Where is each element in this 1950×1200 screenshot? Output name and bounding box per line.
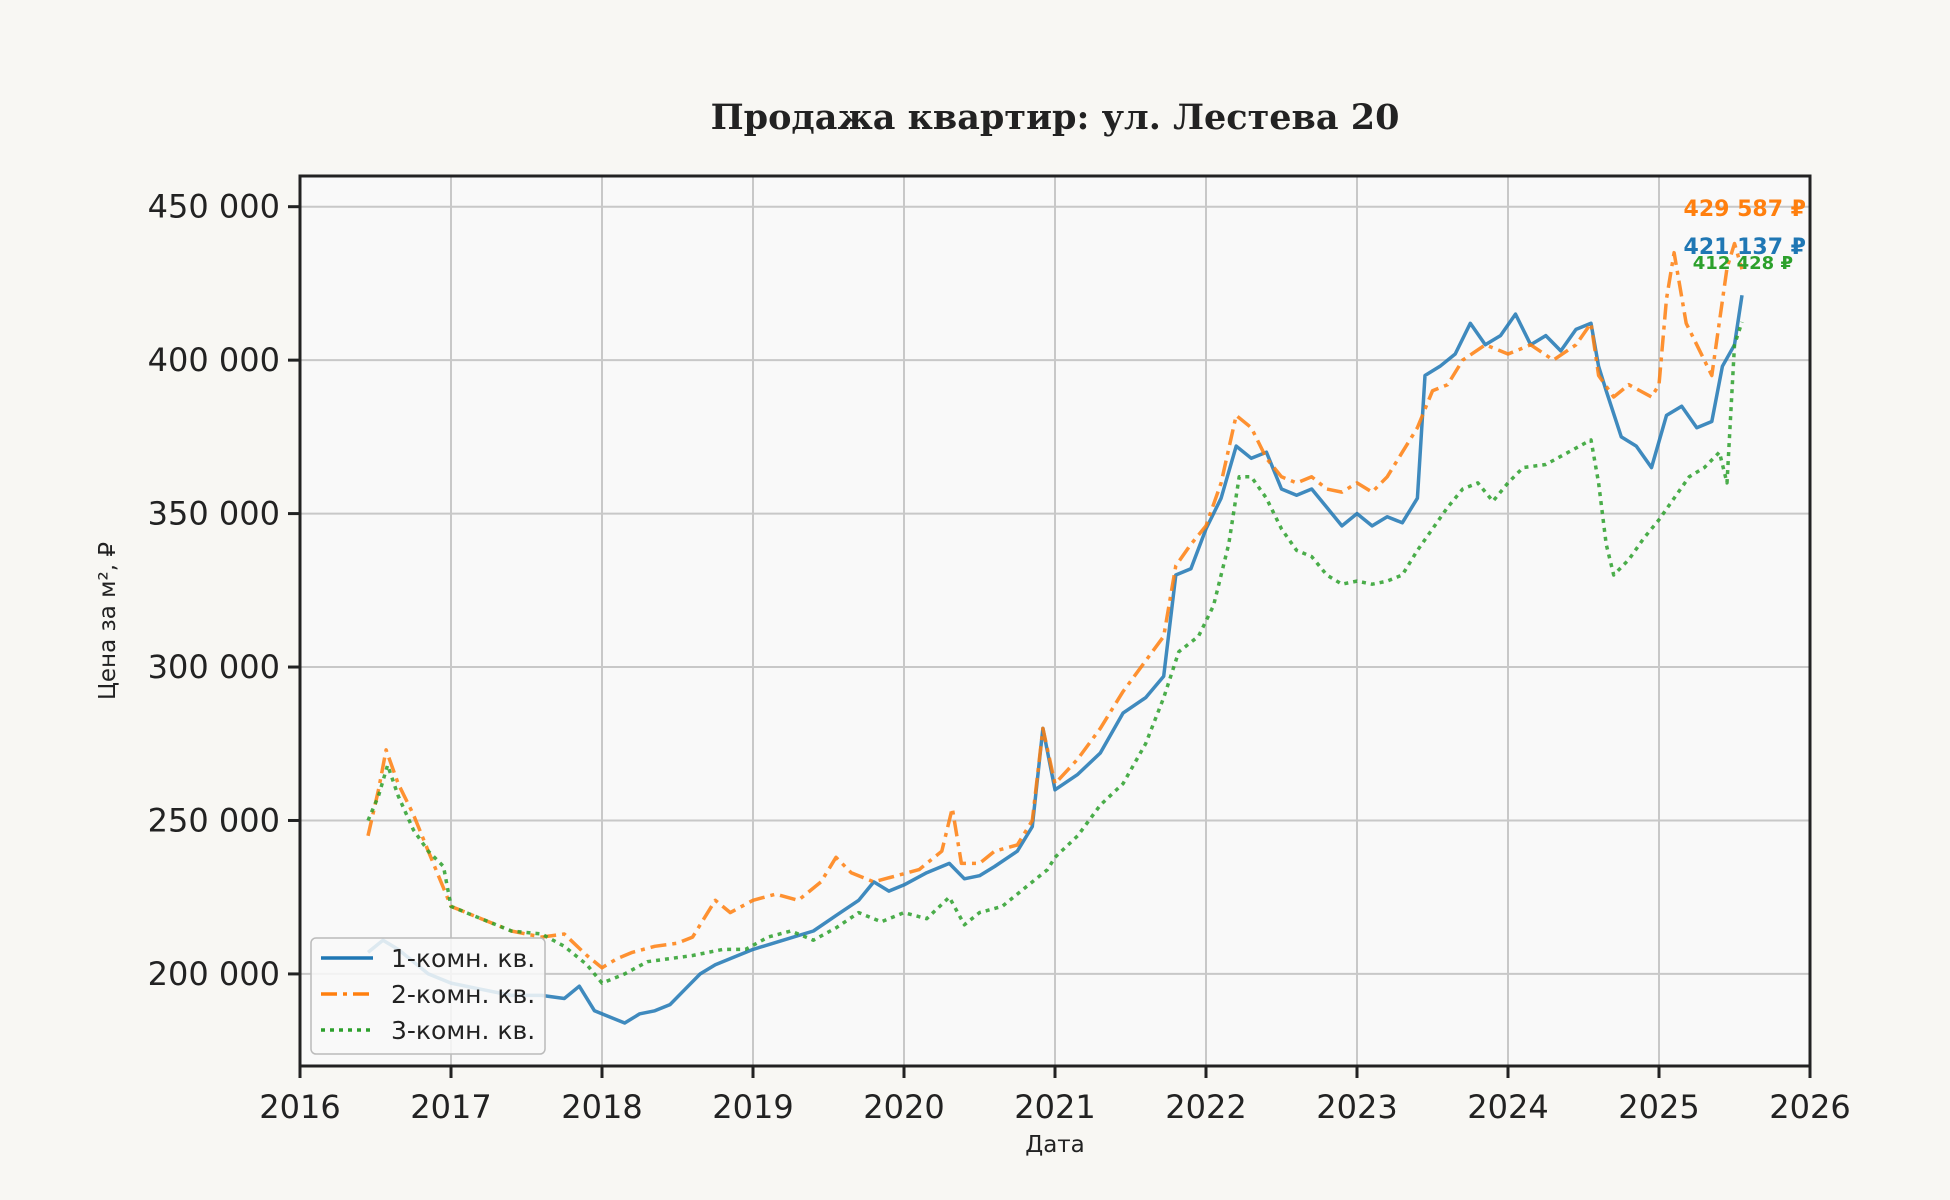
series-layer [366, 241, 1744, 1025]
series-line-2 [366, 241, 1744, 970]
y-axis-label: Цена за м², ₽ [95, 542, 121, 700]
legend-label-2: 2-комн. кв. [391, 980, 535, 1009]
end-labels: 421 137 ₽ 429 587 ₽ 412 428 ₽ [1684, 197, 1806, 274]
x-tick-label: 2023 [1316, 1088, 1397, 1126]
x-axis: 2016 2017 2018 2019 2020 2021 2022 2023 2024 2025… [259, 1066, 1851, 1126]
x-tick-label: 2017 [410, 1088, 491, 1126]
legend-label-1: 1-комн. кв. [391, 944, 535, 973]
x-tick-label: 2019 [712, 1088, 793, 1126]
legend-box [310, 937, 546, 1055]
x-tick-label: 2021 [1014, 1088, 1095, 1126]
y-axis: 200 000 250 000 300 000 350 000 400 000 450 0… [148, 188, 300, 993]
x-tick-label: 2022 [1165, 1088, 1246, 1126]
legend-label-3: 3-комн. кв. [391, 1016, 535, 1045]
end-value-label-3: 412 428 ₽ [1693, 253, 1793, 274]
x-tick-label: 2018 [561, 1088, 642, 1126]
y-tick-label: 200 000 [148, 955, 280, 993]
x-tick-label: 2016 [259, 1088, 340, 1126]
end-value-label-1: 421 137 ₽ [1684, 235, 1806, 260]
end-value-label-2: 429 587 ₽ [1684, 197, 1806, 222]
y-tick-label: 350 000 [148, 495, 280, 533]
y-tick-label: 400 000 [148, 341, 280, 379]
x-tick-label: 2024 [1467, 1088, 1548, 1126]
series-line-1 [366, 295, 1744, 1025]
x-axis-label: Дата [1025, 1132, 1085, 1158]
y-tick-label: 250 000 [148, 801, 280, 839]
x-tick-label: 2026 [1769, 1088, 1850, 1126]
x-tick-label: 2025 [1618, 1088, 1699, 1126]
y-tick-label: 300 000 [148, 648, 280, 686]
chart-title: Продажа квартир: ул. Лестева 20 [711, 97, 1400, 138]
y-tick-label: 450 000 [148, 188, 280, 226]
x-tick-label: 2020 [863, 1088, 944, 1126]
legend: 1-комн. кв. 2-комн. кв. 3-комн. кв. [310, 937, 546, 1055]
